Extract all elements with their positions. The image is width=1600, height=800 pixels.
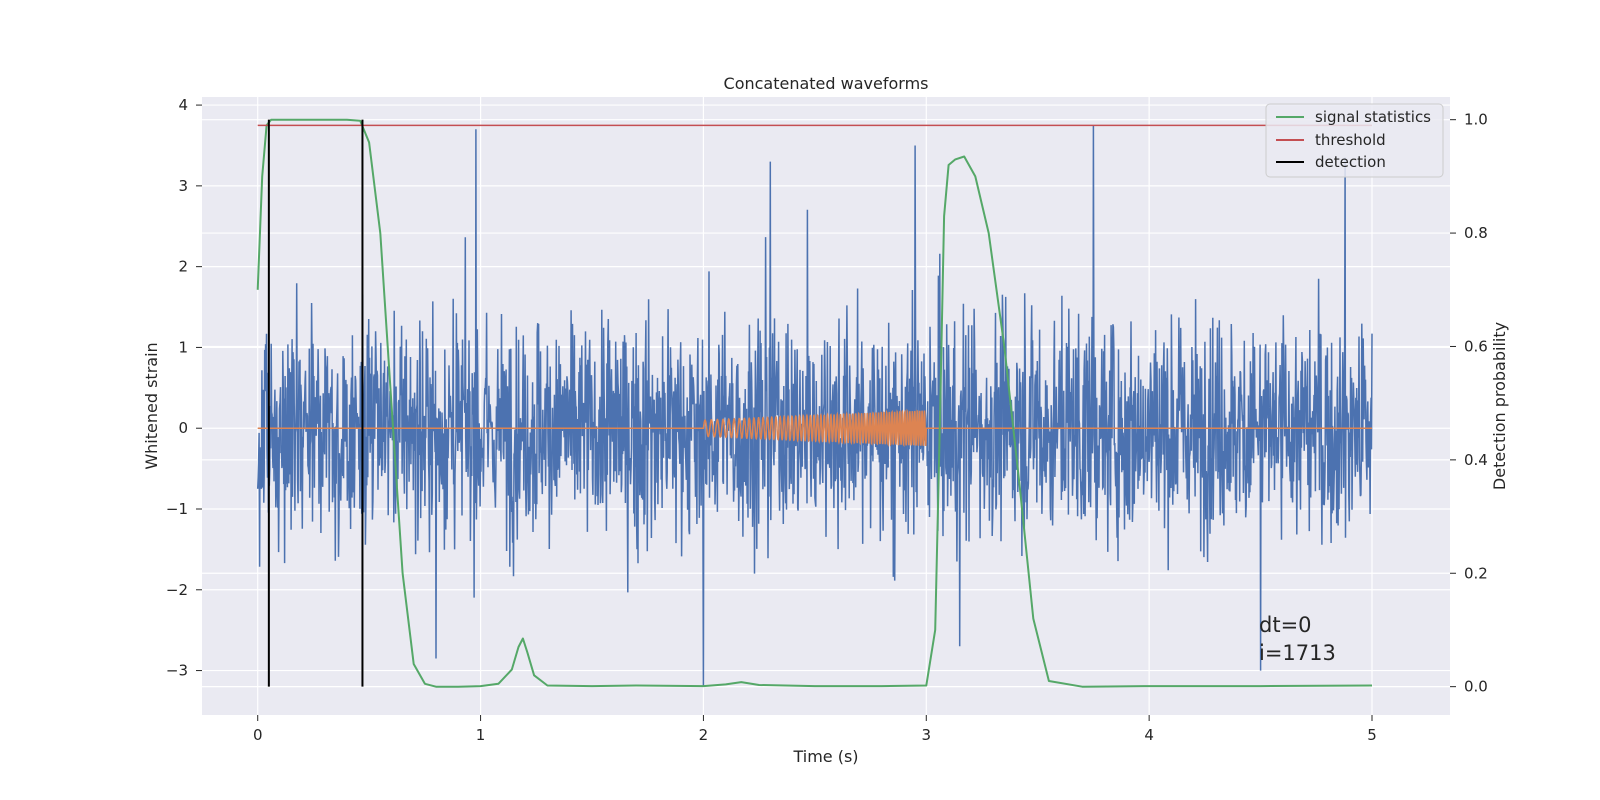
y-tick-label: 0 [178,419,188,437]
y-tick-label: −1 [166,500,188,518]
y-tick-label: 3 [178,177,188,195]
legend-box [1265,103,1444,178]
annotation-index: i=1713 [1259,641,1336,665]
legend-label-threshold: threshold [1315,131,1386,149]
y-tick-label: −3 [166,662,188,680]
y-tick-label: 2 [178,258,188,276]
x-axis: 0 1 2 3 4 5 [253,715,1377,744]
probability-layer [256,118,1373,688]
y-tick-label: 1 [178,338,188,356]
y2-tick-label: 0.8 [1464,224,1488,242]
x-tick-label: 1 [476,726,486,744]
x-tick-label: 3 [922,726,932,744]
y2-tick-label: 0.2 [1464,564,1488,582]
chart-title: Concatenated waveforms [724,74,929,93]
y-tick-label: 4 [178,96,188,114]
legend: signal statistics threshold detection [1265,103,1444,178]
y2-tick-label: 0.6 [1464,337,1488,355]
legend-label-detection: detection [1315,153,1386,171]
x-tick-label: 4 [1144,726,1154,744]
strain-line [256,125,1373,687]
y-axis-right: 0.0 0.2 0.4 0.6 0.8 1.0 [1450,111,1488,696]
annotation-dt: dt=0 [1259,613,1312,637]
x-axis-label: Time (s) [792,747,858,766]
injection-line [257,408,1372,448]
x-tick-label: 2 [699,726,709,744]
strain-series [256,125,1373,687]
x-tick-label: 0 [253,726,263,744]
injection-series [257,408,1372,448]
x-tick-label: 5 [1367,726,1377,744]
y-axis-left: −3 −2 −1 0 1 2 3 4 [166,96,202,680]
y2-axis-label: Detection probability [1490,322,1509,490]
y2-tick-label: 0.0 [1464,678,1488,696]
y-tick-label: −2 [166,581,188,599]
y2-tick-label: 0.4 [1464,451,1488,469]
legend-label-signal-statistics: signal statistics [1315,108,1431,126]
y2-tick-label: 1.0 [1464,111,1488,129]
y-axis-label: Whitened strain [142,342,161,469]
